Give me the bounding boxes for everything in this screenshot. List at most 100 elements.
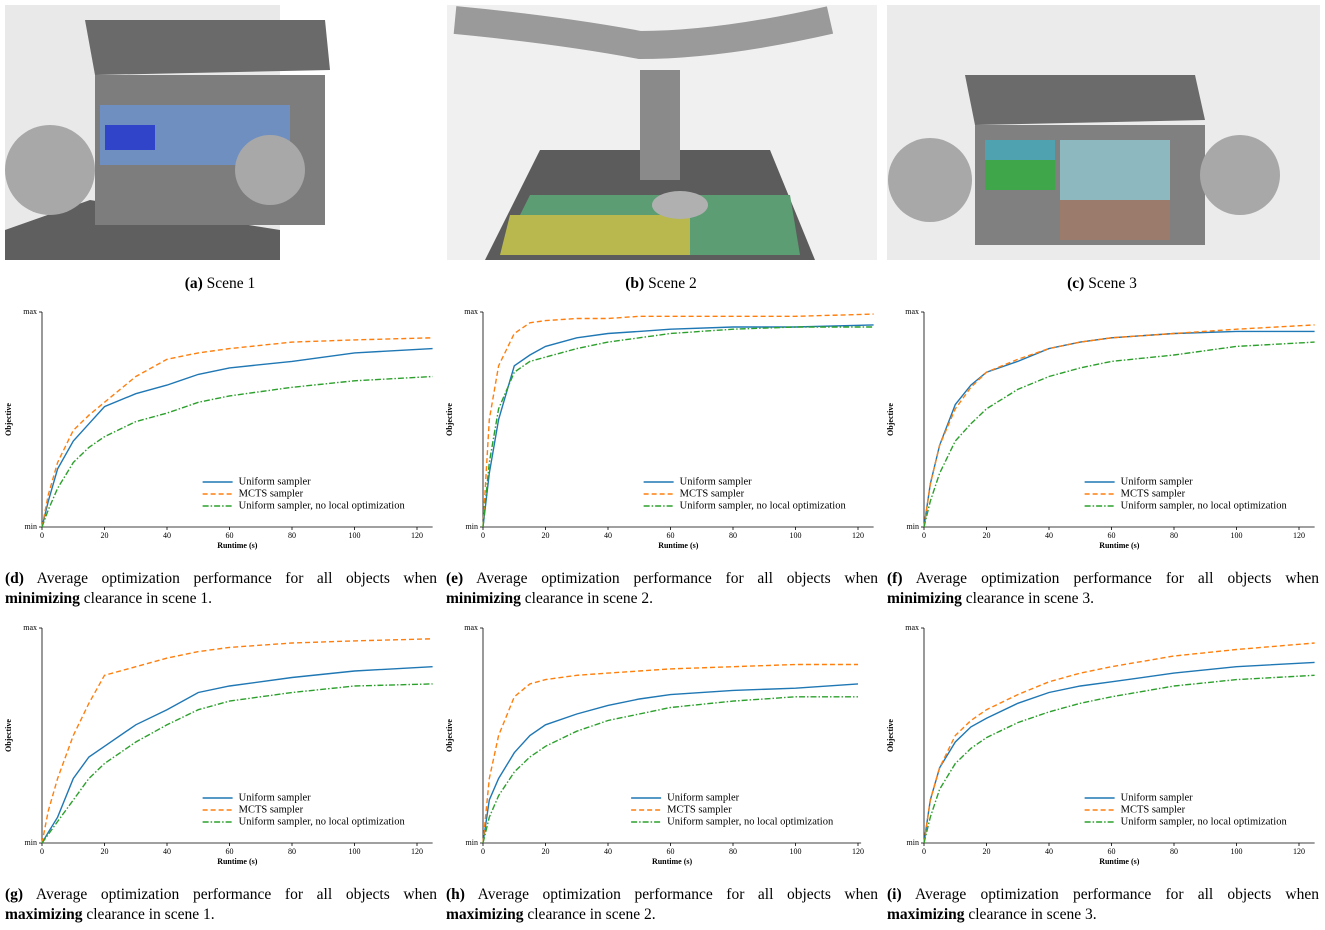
x-tick-label: 20 bbox=[101, 531, 109, 540]
caption-text: minimizing bbox=[446, 590, 521, 607]
chart-caption: (e) Average optimization performance for… bbox=[446, 569, 878, 609]
x-tick-label: 80 bbox=[288, 531, 296, 540]
x-axis-label: Runtime (s) bbox=[1099, 857, 1140, 866]
line-chart: minmax020406080100120Runtime (s)Objectiv… bbox=[886, 307, 1315, 550]
x-tick-label: 100 bbox=[790, 847, 802, 856]
x-tick-label: 120 bbox=[1293, 531, 1305, 540]
scene-caption: (a) Scene 1 bbox=[70, 275, 370, 293]
x-tick-label: 0 bbox=[481, 531, 485, 540]
x-tick-label: 0 bbox=[40, 531, 44, 540]
caption-text: maximizing bbox=[887, 906, 965, 923]
caption-text: clearance in scene 1. bbox=[80, 590, 212, 607]
legend-label: Uniform sampler bbox=[1121, 792, 1194, 803]
legend-label: MCTS sampler bbox=[680, 488, 745, 499]
caption-text: maximizing bbox=[5, 906, 83, 923]
scene-image bbox=[5, 5, 330, 260]
caption-text: clearance in scene 2. bbox=[521, 590, 653, 607]
y-tick-label: max bbox=[23, 307, 37, 316]
caption-text: Average optimization performance for all… bbox=[915, 886, 1319, 903]
legend-label: Uniform sampler bbox=[667, 792, 740, 803]
x-tick-label: 80 bbox=[729, 847, 737, 856]
x-tick-label: 60 bbox=[226, 531, 234, 540]
x-tick-label: 0 bbox=[922, 531, 926, 540]
x-tick-label: 120 bbox=[1293, 847, 1305, 856]
x-tick-label: 20 bbox=[101, 847, 109, 856]
caption-label: (e) bbox=[446, 570, 463, 587]
caption-text: maximizing bbox=[446, 906, 524, 923]
legend-label: Uniform sampler bbox=[239, 792, 312, 803]
y-tick-label: max bbox=[464, 623, 478, 632]
caption-label: (a) bbox=[185, 275, 203, 292]
series-line bbox=[483, 314, 874, 527]
series-line bbox=[42, 338, 433, 527]
legend-label: MCTS sampler bbox=[1121, 804, 1186, 815]
caption-text: minimizing bbox=[887, 590, 962, 607]
x-tick-label: 80 bbox=[1170, 847, 1178, 856]
x-axis-label: Runtime (s) bbox=[217, 541, 258, 550]
caption-label: (f) bbox=[887, 570, 903, 587]
y-tick-label: min bbox=[466, 522, 478, 531]
x-tick-label: 120 bbox=[411, 847, 423, 856]
y-tick-label: min bbox=[25, 838, 37, 847]
x-tick-label: 20 bbox=[542, 531, 550, 540]
legend-label: Uniform sampler bbox=[239, 476, 312, 487]
chart-caption: (h) Average optimization performance for… bbox=[446, 885, 878, 925]
caption-text: Average optimization performance for all… bbox=[36, 886, 437, 903]
caption-text: minimizing bbox=[5, 590, 80, 607]
caption-label: (g) bbox=[5, 886, 23, 903]
caption-label: (b) bbox=[625, 275, 644, 292]
legend-label: MCTS sampler bbox=[667, 804, 732, 815]
page: min max 0 20 40 60 80 100 120 Runtime (s) Objectiv… bbox=[0, 0, 1325, 930]
caption-text: clearance in scene 1. bbox=[83, 906, 215, 923]
x-axis-label: Runtime (s) bbox=[1099, 541, 1140, 550]
x-tick-label: 60 bbox=[667, 847, 675, 856]
x-tick-label: 60 bbox=[226, 847, 234, 856]
y-tick-label: max bbox=[905, 307, 919, 316]
x-tick-label: 40 bbox=[163, 531, 171, 540]
y-tick-label: max bbox=[23, 623, 37, 632]
x-tick-label: 20 bbox=[983, 847, 991, 856]
x-tick-label: 0 bbox=[922, 847, 926, 856]
x-tick-label: 60 bbox=[1108, 531, 1116, 540]
legend-label: MCTS sampler bbox=[239, 488, 304, 499]
x-axis-label: Runtime (s) bbox=[658, 541, 699, 550]
scene-caption: (b) Scene 2 bbox=[511, 275, 811, 293]
y-axis-label: Objective bbox=[886, 403, 895, 436]
x-axis-label: Runtime (s) bbox=[652, 857, 693, 866]
legend-label: Uniform sampler, no local optimization bbox=[239, 816, 406, 827]
scene-caption: (c) Scene 3 bbox=[952, 275, 1252, 293]
x-tick-label: 120 bbox=[852, 847, 864, 856]
caption-label: (d) bbox=[5, 570, 24, 587]
caption-text: clearance in scene 3. bbox=[965, 906, 1097, 923]
y-axis-label: Objective bbox=[445, 403, 454, 436]
x-tick-label: 40 bbox=[604, 847, 612, 856]
x-tick-label: 40 bbox=[604, 531, 612, 540]
x-tick-label: 100 bbox=[790, 531, 802, 540]
scene-image bbox=[447, 5, 877, 260]
y-tick-label: min bbox=[907, 838, 919, 847]
caption-text: Average optimization performance for all… bbox=[476, 570, 878, 587]
caption-text: Scene 1 bbox=[207, 275, 256, 292]
legend-label: Uniform sampler bbox=[680, 476, 753, 487]
scene-image bbox=[887, 5, 1320, 260]
figure: min max 0 20 40 60 80 100 120 Runtime (s) Objectiv… bbox=[0, 0, 1325, 930]
legend-label: Uniform sampler, no local optimization bbox=[239, 500, 406, 511]
x-tick-label: 80 bbox=[729, 531, 737, 540]
chart-caption: (g) Average optimization performance for… bbox=[5, 885, 437, 925]
caption-text: Scene 2 bbox=[648, 275, 697, 292]
x-tick-label: 0 bbox=[40, 847, 44, 856]
legend-label: Uniform sampler, no local optimization bbox=[1121, 500, 1288, 511]
y-axis-label: Objective bbox=[886, 719, 895, 752]
series-line bbox=[483, 325, 874, 527]
x-tick-label: 0 bbox=[481, 847, 485, 856]
y-axis-label: Objective bbox=[4, 719, 13, 752]
y-tick-label: max bbox=[464, 307, 478, 316]
x-tick-label: 100 bbox=[1231, 847, 1243, 856]
x-tick-label: 40 bbox=[1045, 531, 1053, 540]
caption-text: Average optimization performance for all… bbox=[478, 886, 878, 903]
x-tick-label: 80 bbox=[1170, 531, 1178, 540]
x-tick-label: 60 bbox=[667, 531, 675, 540]
